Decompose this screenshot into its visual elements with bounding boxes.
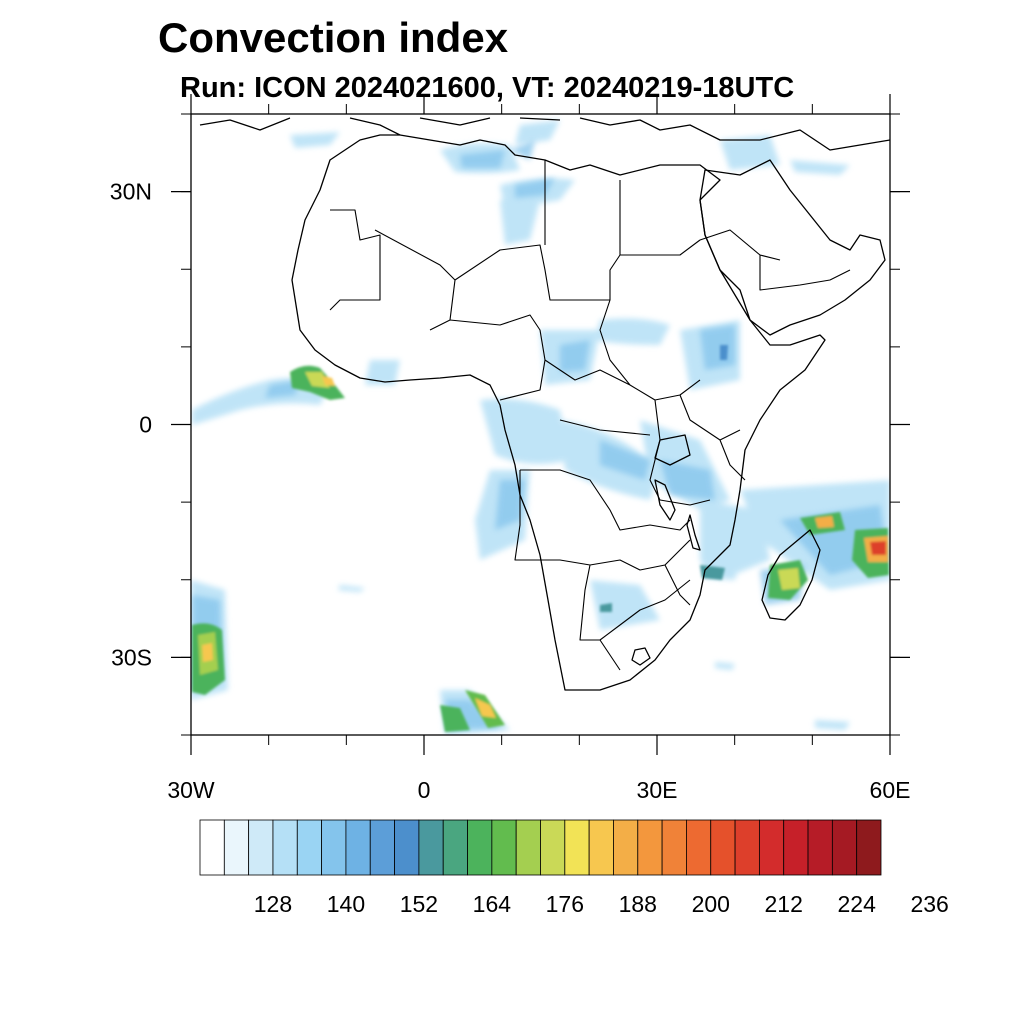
colorbar-label: 152: [400, 891, 438, 917]
colorbar: 128 140 152 164 176 188 200 212 224 236: [199, 819, 949, 917]
x-tick-label: 30W: [167, 777, 215, 803]
madagascar-coastline: [761, 529, 821, 621]
x-tick-label: 30E: [637, 777, 678, 803]
colorbar-label: 140: [327, 891, 365, 917]
axis-ticks: 30W 0 30E 60E 30N 0 30S: [110, 94, 911, 803]
colorbar-label: 128: [254, 891, 292, 917]
colorbar-swatch: [710, 819, 736, 876]
y-tick-label: 30S: [111, 644, 152, 670]
country-borders: [329, 160, 851, 671]
lake-malawi: [686, 514, 701, 551]
y-tick-label: 0: [139, 412, 152, 438]
colorbar-label: 176: [546, 891, 584, 917]
colorbar-swatch: [223, 819, 250, 876]
colorbar-swatch: [637, 819, 663, 876]
arabia-coastline: [699, 159, 886, 336]
colorbar-swatch: [661, 819, 687, 876]
colorbar-swatch: [272, 819, 298, 876]
colorbar-swatch: [467, 819, 493, 876]
lake-victoria: [654, 434, 691, 466]
colorbar-swatch: [540, 819, 566, 876]
colorbar-swatch: [856, 819, 882, 876]
colorbar-swatch: [442, 819, 468, 876]
colorbar-label: 236: [910, 891, 948, 917]
colorbar-label: 224: [837, 891, 876, 917]
convection-field-intense: [192, 345, 889, 732]
colorbar-swatch: [418, 819, 444, 876]
colorbar-label: 200: [692, 891, 730, 917]
colorbar-swatch: [394, 819, 420, 876]
europe-coastline: [199, 117, 890, 151]
lesotho: [631, 647, 651, 666]
colorbar-label: 212: [765, 891, 803, 917]
colorbar-swatch: [321, 819, 347, 876]
colorbar-swatch: [564, 819, 590, 876]
colorbar-swatch: [369, 819, 395, 876]
colorbar-swatch: [588, 819, 614, 876]
colorbar-swatch: [491, 819, 517, 876]
colorbar-swatch: [831, 819, 858, 876]
colorbar-swatch: [345, 819, 371, 876]
africa-coastline: [291, 134, 826, 691]
map-plot-area: 30W 0 30E 60E 30N 0 30S: [110, 94, 911, 803]
colorbar-swatch: [783, 819, 809, 876]
y-tick-label: 30N: [110, 179, 152, 205]
lake-tanganyika: [654, 479, 676, 521]
x-tick-label: 0: [418, 777, 431, 803]
colorbar-swatch: [199, 819, 225, 876]
colorbar-swatch: [613, 819, 639, 876]
x-tick-label: 60E: [870, 777, 911, 803]
colorbar-swatch: [807, 819, 833, 876]
colorbar-swatch: [758, 819, 785, 876]
coastline-and-borders: [199, 117, 890, 691]
map-subtitle: Run: ICON 2024021600, VT: 20240219-18UTC: [180, 72, 795, 104]
map-title: Convection index: [158, 14, 509, 61]
convection-shading: [191, 117, 890, 735]
colorbar-label: 188: [619, 891, 657, 917]
colorbar-swatch: [686, 819, 712, 876]
colorbar-label: 164: [473, 891, 512, 917]
colorbar-swatch: [248, 819, 274, 876]
colorbar-swatch: [296, 819, 323, 876]
colorbar-swatch: [734, 819, 760, 876]
colorbar-swatch: [515, 819, 541, 876]
